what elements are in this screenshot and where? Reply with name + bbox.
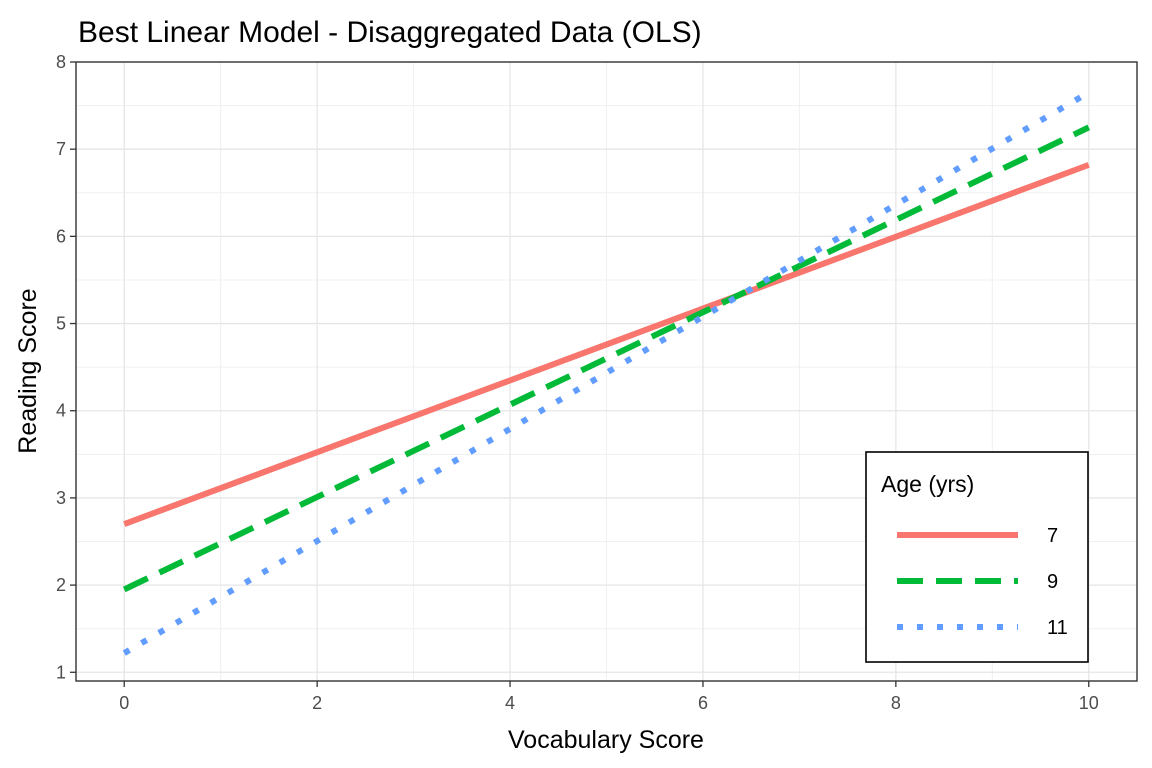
x-tick-label: 0 — [119, 693, 129, 713]
x-tick-label: 2 — [312, 693, 322, 713]
series-line-age-9 — [122, 124, 1091, 593]
y-tick-label: 5 — [56, 314, 66, 334]
chart-title: Best Linear Model - Disaggregated Data (… — [78, 16, 702, 49]
y-tick-label: 3 — [56, 488, 66, 508]
series-line-age-7 — [123, 162, 1090, 527]
x-tick-label: 6 — [698, 693, 708, 713]
plot-panel-border — [75, 61, 1138, 682]
x-axis-title: Vocabulary Score — [508, 726, 704, 754]
x-tick-label: 4 — [505, 693, 515, 713]
legend: Age (yrs) 7 9 11 — [865, 451, 1089, 663]
legend-label-age-11: 11 — [1047, 617, 1068, 639]
x-tick-label: 8 — [891, 693, 901, 713]
y-tick-label: 6 — [56, 226, 66, 246]
y-tick-label: 4 — [56, 401, 66, 421]
series-line-age-11 — [122, 89, 1091, 656]
legend-label-age-7: 7 — [1047, 525, 1058, 547]
x-tick-label: 10 — [1079, 693, 1099, 713]
y-tick-label: 8 — [56, 52, 66, 72]
legend-items: 7 9 11 — [897, 525, 1068, 639]
legend-title: Age (yrs) — [881, 471, 974, 497]
y-tick-label: 2 — [56, 575, 66, 595]
y-tick-label: 7 — [56, 139, 66, 159]
grid — [76, 61, 1137, 681]
y-axis-title: Reading Score — [14, 288, 42, 453]
y-tick-label: 1 — [56, 662, 66, 682]
series-lines — [122, 89, 1091, 656]
legend-label-age-9: 9 — [1047, 571, 1058, 593]
